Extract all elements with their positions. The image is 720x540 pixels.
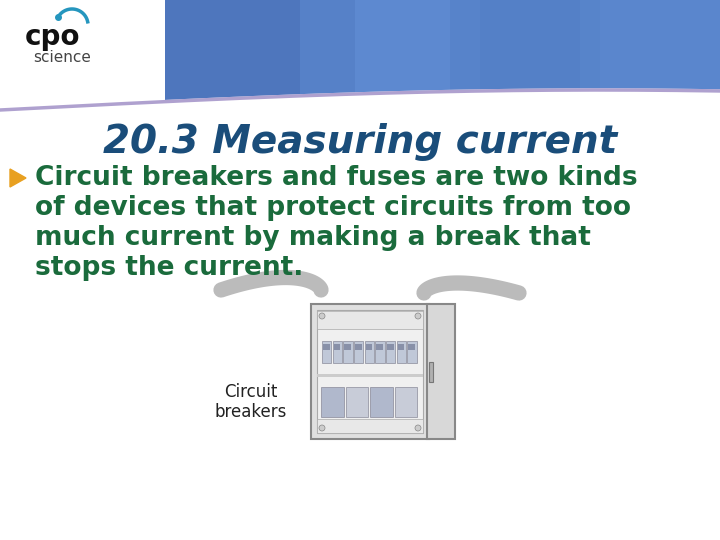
Bar xyxy=(311,304,429,439)
Bar xyxy=(344,344,351,350)
Bar xyxy=(322,341,331,363)
Bar xyxy=(375,341,384,363)
Circle shape xyxy=(319,425,325,431)
Bar xyxy=(377,344,383,350)
Bar xyxy=(155,0,355,105)
Bar xyxy=(408,341,416,363)
Bar xyxy=(370,387,392,417)
Bar xyxy=(300,0,480,105)
Bar xyxy=(317,310,423,433)
Bar xyxy=(155,0,720,105)
Bar xyxy=(333,344,341,350)
Bar xyxy=(317,419,423,433)
Bar xyxy=(0,0,165,105)
Text: Circuit
breakers: Circuit breakers xyxy=(215,383,287,421)
Text: of devices that protect circuits from too: of devices that protect circuits from to… xyxy=(35,195,631,221)
Bar xyxy=(395,387,417,417)
Circle shape xyxy=(319,313,325,319)
Bar xyxy=(317,311,423,329)
Circle shape xyxy=(415,313,421,319)
Bar xyxy=(366,344,372,350)
Bar xyxy=(408,344,415,350)
Bar xyxy=(354,341,363,363)
Bar xyxy=(429,362,433,382)
Bar xyxy=(387,344,394,350)
Bar xyxy=(427,304,455,439)
Text: 20.3 Measuring current: 20.3 Measuring current xyxy=(103,123,617,161)
Circle shape xyxy=(415,425,421,431)
Text: science: science xyxy=(33,51,91,65)
Bar xyxy=(155,0,720,105)
Bar xyxy=(323,344,330,350)
Bar xyxy=(321,387,343,417)
Bar xyxy=(364,341,374,363)
Bar xyxy=(450,0,600,105)
Bar xyxy=(333,341,342,363)
Bar xyxy=(343,341,353,363)
Bar xyxy=(355,344,361,350)
Text: much current by making a break that: much current by making a break that xyxy=(35,225,591,251)
Bar xyxy=(397,344,405,350)
Text: Circuit breakers and fuses are two kinds: Circuit breakers and fuses are two kinds xyxy=(35,165,638,191)
Bar xyxy=(386,341,395,363)
Text: stops the current.: stops the current. xyxy=(35,255,303,281)
Bar xyxy=(397,341,406,363)
Text: cpo: cpo xyxy=(24,23,80,51)
Bar xyxy=(346,387,368,417)
Polygon shape xyxy=(10,169,26,187)
Bar xyxy=(317,374,423,377)
Bar xyxy=(580,0,720,105)
